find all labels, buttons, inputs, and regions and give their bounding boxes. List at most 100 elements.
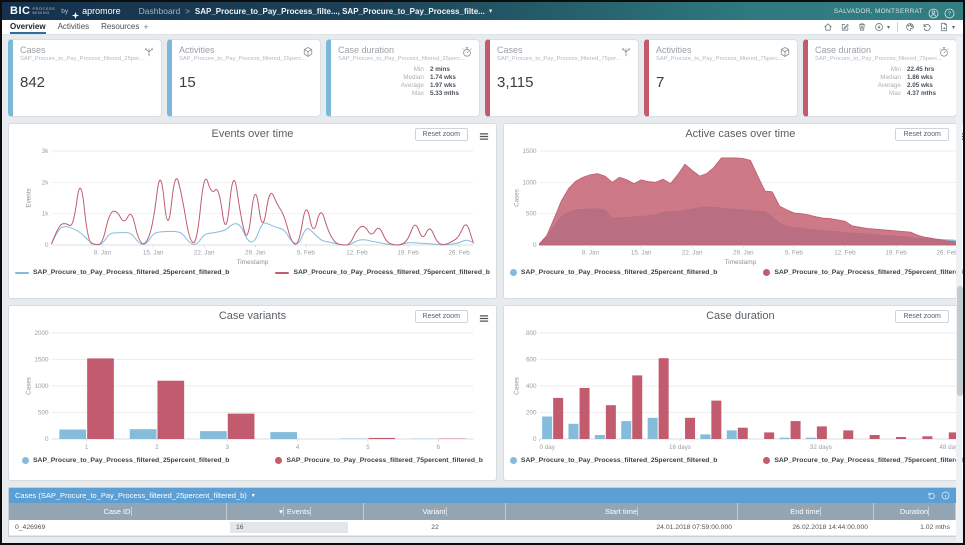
table-column-header-duration[interactable]: Duration [874, 503, 956, 520]
legend-label: SAP_Procure_to_Pay_Process_filtered_75pe… [774, 457, 965, 464]
svg-text:1000: 1000 [522, 179, 537, 186]
table-refresh-icon[interactable] [927, 491, 936, 500]
edit-icon[interactable] [840, 22, 850, 32]
svg-text:8. Jan: 8. Jan [94, 250, 112, 257]
page-scrollbar-thumb[interactable] [957, 286, 963, 396]
column-header-label: End time [790, 507, 821, 516]
chart-menu-icon[interactable] [478, 129, 490, 140]
add-tab-button[interactable]: + [143, 22, 149, 32]
breadcrumb[interactable]: SAP_Procure_to_Pay_Process_filte..., SAP… [194, 6, 485, 16]
table-row[interactable]: 0_426969 16 22 24.01.2018 07:59:00.000 26.02… [9, 520, 956, 536]
kpi-stat-value: 2.05 wks [906, 82, 933, 89]
chart-panel-active-cases-over-time: Active cases over time Reset zoom 0 500 1000… [502, 123, 965, 299]
legend-item[interactable]: SAP_Procure_to_Pay_Process_filtered_75pe… [275, 269, 490, 276]
nav-dashboard[interactable]: Dashboard [138, 6, 181, 16]
legend-item[interactable]: SAP_Procure_to_Pay_Process_filtered_25pe… [509, 457, 717, 464]
kpi-card-cases: Cases SAP_Procure_to_Pay_Process_filtered… [485, 39, 639, 117]
export-caret-icon[interactable]: ▾ [951, 24, 955, 31]
kpi-stat-label: Min [413, 66, 424, 73]
kpi-card-value: 15 [179, 74, 196, 91]
table-title-caret-icon[interactable]: ▾ [251, 493, 255, 499]
legend-item[interactable]: SAP_Procure_to_Pay_Process_filtered_25pe… [509, 269, 717, 276]
chart-menu-icon[interactable] [959, 129, 963, 140]
by-label: by [61, 7, 69, 15]
svg-text:400: 400 [526, 383, 537, 390]
legend-marker-icon [15, 271, 29, 274]
chart-panel-case-variants: Case variants Reset zoom 0 500 1000 1500 2000 C… [8, 305, 497, 481]
reset-zoom-button[interactable]: Reset zoom [414, 128, 468, 141]
table-column-header-events[interactable]: ▾ Events [227, 503, 364, 520]
delete-icon[interactable] [857, 22, 867, 32]
table-column-header-variant[interactable]: Variant [364, 503, 506, 520]
export-icon[interactable] [939, 22, 949, 32]
tab-resources[interactable]: Resources [101, 21, 140, 31]
tab-activities[interactable]: Activities [57, 21, 90, 31]
kpi-stat-label: Median [403, 74, 424, 81]
sort-caret-icon[interactable]: ▾ [279, 507, 284, 516]
table-header-row: Case ID ▾ Events Variant Start time End time D… [9, 503, 956, 520]
chart-svg-case-variants[interactable]: 0 500 1000 1500 2000 Cases 1 2 3 4 5 6 [15, 328, 490, 454]
chart-menu-icon[interactable] [478, 311, 490, 322]
legend-item[interactable]: SAP_Procure_to_Pay_Process_filtered_25pe… [15, 269, 229, 276]
download-caret-icon[interactable]: ▾ [886, 24, 890, 31]
download-icon[interactable] [874, 22, 884, 32]
legend-item[interactable]: SAP_Procure_to_Pay_Process_filtered_75pe… [275, 457, 483, 464]
events-data-bar: 16 [230, 522, 348, 533]
table-column-header-start-time[interactable]: Start time [506, 503, 738, 520]
help-icon[interactable]: ? [944, 6, 955, 18]
svg-text:0: 0 [45, 242, 49, 249]
kpi-card-subtitle: SAP_Procure_to_Pay_Process_filtered_75pe… [815, 56, 942, 62]
reset-zoom-button[interactable]: Reset zoom [895, 310, 949, 323]
kpi-card-activities: Activities SAP_Procure_to_Pay_Process_fil… [167, 39, 321, 117]
charts-grid: Events over time Reset zoom 0 1k 2k 3k Events 8… [8, 123, 963, 481]
x-axis-title: Timestamp [236, 259, 269, 266]
tab-overview[interactable]: Overview [10, 20, 46, 34]
svg-text:5. Feb: 5. Feb [785, 250, 803, 257]
chart-legend: SAP_Procure_to_Pay_Process_filtered_25pe… [15, 457, 490, 464]
kpi-card-title: Cases [20, 45, 46, 55]
kpi-card-stats: Min 2 mins Median 1.74 wks Average 1.97 wks Ma… [401, 66, 459, 97]
toolbar-divider [896, 22, 898, 32]
kpi-card-title: Case duration [338, 45, 395, 55]
tab-bar: Overview Activities Resources + ▾ ▾ [2, 20, 963, 35]
svg-text:1000: 1000 [34, 383, 49, 390]
svg-text:1k: 1k [42, 211, 50, 218]
table-column-header-case-id[interactable]: Case ID [9, 503, 227, 520]
reset-zoom-button[interactable]: Reset zoom [895, 128, 949, 141]
user-avatar-icon[interactable] [928, 6, 939, 18]
apromore-logo-icon [71, 7, 80, 19]
table-title-bar[interactable]: Cases (SAP_Procure_to_Pay_Process_filter… [9, 488, 956, 503]
breadcrumb-caret-icon[interactable]: ▾ [488, 8, 493, 15]
svg-text:29. Jan: 29. Jan [245, 250, 266, 257]
svg-text:26. Feb: 26. Feb [448, 250, 470, 257]
undo-icon[interactable] [922, 22, 932, 32]
kpi-stat-label: Min [890, 66, 901, 73]
svg-text:0: 0 [45, 436, 49, 443]
chart-svg-case-duration-histogram[interactable]: 0 200 400 600 800 Cases 0 day 16 days 32 days 48 … [510, 328, 965, 454]
chart-svg-active-cases-over-time[interactable]: 0 500 1000 1500 Cases 8. Jan 15. Jan 22. Jan 29.… [510, 146, 965, 260]
svg-text:4: 4 [296, 444, 300, 451]
legend-label: SAP_Procure_to_Pay_Process_filtered_75pe… [286, 457, 483, 464]
legend-item[interactable]: SAP_Procure_to_Pay_Process_filtered_25pe… [22, 457, 229, 464]
reset-zoom-button[interactable]: Reset zoom [414, 310, 468, 323]
kpi-cards-row: Cases SAP_Procure_to_Pay_Process_filtered… [8, 39, 957, 117]
palette-icon[interactable] [905, 22, 915, 32]
x-axis-title: Timestamp [724, 259, 757, 266]
legend-item[interactable]: SAP_Procure_to_Pay_Process_filtered_75pe… [763, 269, 963, 276]
table-column-header-end-time[interactable]: End time [738, 503, 874, 520]
chart-legend: SAP_Procure_to_Pay_Process_filtered_25pe… [15, 269, 490, 276]
legend-marker-icon [763, 457, 771, 464]
kpi-card-title: Case duration [815, 45, 872, 55]
svg-text:200: 200 [526, 410, 537, 417]
table-info-icon[interactable] [941, 491, 950, 500]
legend-item[interactable]: SAP_Procure_to_Pay_Process_filtered_75pe… [763, 457, 965, 464]
svg-text:15. Jan: 15. Jan [143, 250, 164, 257]
chart-svg-events-over-time[interactable]: 0 1k 2k 3k Events 8. Jan 15. Jan 22. Jan 29. Jan… [15, 146, 490, 260]
svg-text:?: ? [948, 11, 951, 17]
kpi-card-subtitle: SAP_Procure_to_Pay_Process_filtered_25pe… [338, 56, 465, 62]
cases-icon [143, 45, 155, 57]
home-icon[interactable] [823, 22, 833, 32]
topbar: BIC PROCESS MINING by apromore Dashboard … [2, 2, 963, 20]
kpi-card-value: 3,115 [497, 74, 534, 91]
kpi-stat-value: 1.97 wks [429, 82, 456, 89]
